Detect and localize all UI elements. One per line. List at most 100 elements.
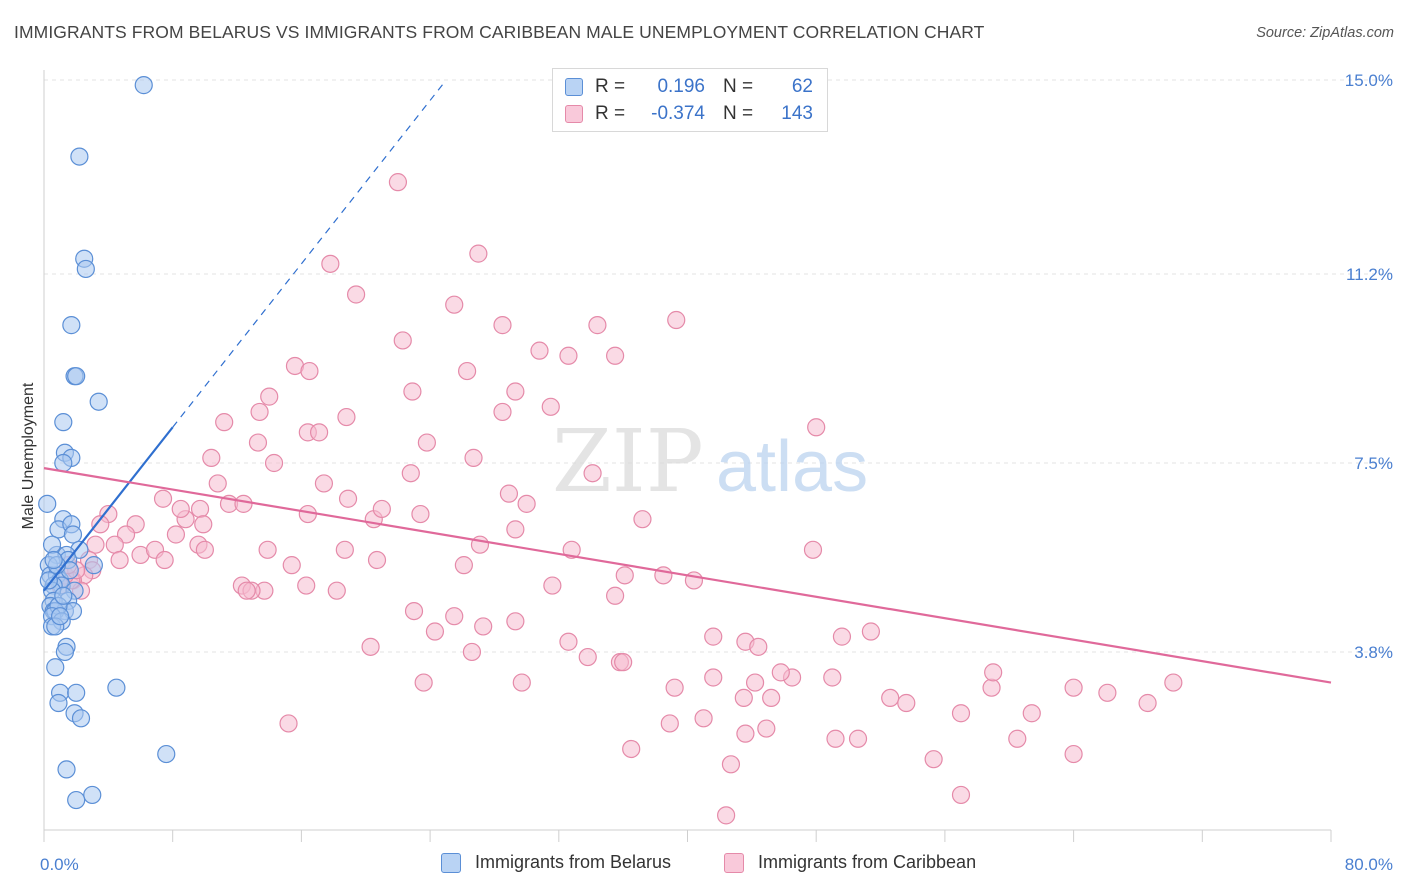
data-point	[667, 310, 686, 330]
data-point	[417, 433, 436, 452]
data-point	[71, 709, 91, 728]
x-tick-label-start: 0.0%	[40, 855, 79, 874]
legend-swatch-belarus	[565, 78, 583, 96]
data-point	[264, 453, 284, 473]
data-point	[897, 693, 916, 713]
y-tick-label: 7.5%	[1354, 454, 1393, 473]
data-point	[208, 474, 227, 493]
data-point	[194, 515, 213, 534]
data-point	[414, 673, 433, 692]
data-point	[190, 499, 210, 519]
data-point	[67, 683, 86, 702]
data-point	[474, 617, 493, 636]
y-tick-labels: 3.8% 7.5% 11.2% 15.0%	[1345, 71, 1393, 662]
data-point	[499, 484, 519, 503]
data-point	[807, 418, 826, 437]
data-point	[445, 295, 464, 314]
data-point	[665, 678, 684, 697]
data-point	[803, 540, 823, 559]
data-point	[704, 627, 723, 646]
data-point	[116, 525, 136, 544]
bottom-legend-label-belarus: Immigrants from Belarus	[475, 852, 672, 872]
data-point	[506, 382, 525, 401]
data-point	[622, 739, 641, 759]
data-point	[215, 413, 234, 432]
data-point	[195, 540, 214, 559]
data-point	[588, 316, 607, 335]
legend-n-value-belarus: 62	[791, 76, 813, 97]
data-point	[762, 688, 781, 708]
data-point	[372, 499, 391, 519]
data-point	[50, 607, 70, 626]
x-tick-label-end: 80.0%	[1345, 855, 1393, 874]
data-point	[559, 346, 578, 365]
data-point	[166, 525, 186, 544]
data-point	[297, 576, 316, 595]
stats-legend: R = 0.196 N = 62 R = -0.374 N = 143	[552, 68, 828, 132]
source-label: Source: ZipAtlas.com	[1256, 25, 1394, 41]
y-tick-label: 3.8%	[1354, 643, 1393, 662]
data-point	[606, 346, 625, 365]
belarus-trend-extension	[172, 79, 447, 428]
legend-r-label: R =	[595, 76, 626, 97]
data-point	[38, 494, 57, 513]
data-point	[403, 382, 422, 401]
data-point	[279, 714, 298, 733]
trend-lines	[43, 79, 1332, 684]
data-point	[848, 729, 868, 748]
data-point	[615, 566, 634, 585]
data-point	[63, 525, 83, 544]
bottom-legend-swatch-belarus	[441, 852, 461, 873]
legend-r-value-caribbean: -0.374	[651, 103, 705, 124]
data-point	[543, 576, 562, 595]
legend-row-caribbean: R = -0.374 N = 143	[565, 102, 813, 126]
data-point	[67, 367, 86, 386]
data-point	[83, 785, 102, 805]
data-point	[734, 688, 753, 708]
legend-n-value-caribbean: 143	[781, 103, 813, 124]
bottom-legend-label-caribbean: Immigrants from Caribbean	[758, 852, 977, 872]
data-point	[153, 489, 173, 508]
data-point	[1098, 683, 1117, 702]
data-point	[107, 678, 126, 697]
data-point	[704, 668, 723, 687]
belarus-points	[38, 76, 176, 810]
data-point	[1064, 678, 1083, 697]
data-point	[493, 316, 512, 335]
data-point	[401, 464, 420, 483]
data-point	[134, 76, 153, 95]
data-point	[506, 520, 525, 539]
data-point	[338, 489, 358, 508]
data-point	[832, 627, 852, 646]
data-point	[606, 586, 625, 605]
data-point	[861, 622, 880, 641]
data-point	[578, 647, 597, 667]
data-point	[105, 535, 124, 554]
data-point	[86, 535, 105, 554]
data-point	[44, 550, 63, 570]
data-point	[335, 540, 354, 559]
data-point	[1022, 704, 1041, 723]
data-point	[55, 642, 75, 662]
data-point	[42, 535, 62, 554]
data-point	[517, 494, 536, 513]
data-point	[717, 806, 736, 825]
belarus-trend-line	[43, 426, 174, 592]
legend-r-label: R =	[595, 103, 626, 124]
data-point	[70, 147, 89, 166]
data-point	[411, 504, 430, 524]
data-point	[54, 453, 73, 473]
data-point	[541, 397, 560, 416]
data-point	[614, 653, 633, 672]
data-point	[660, 714, 679, 733]
data-point	[157, 744, 176, 764]
data-point	[300, 361, 319, 381]
data-point	[951, 785, 971, 805]
data-point	[89, 392, 108, 411]
data-point	[321, 254, 340, 273]
data-point	[749, 637, 768, 656]
data-point	[881, 688, 900, 708]
data-point	[337, 407, 356, 427]
bottom-legend-caribbean: Immigrants from Caribbean	[724, 852, 976, 873]
